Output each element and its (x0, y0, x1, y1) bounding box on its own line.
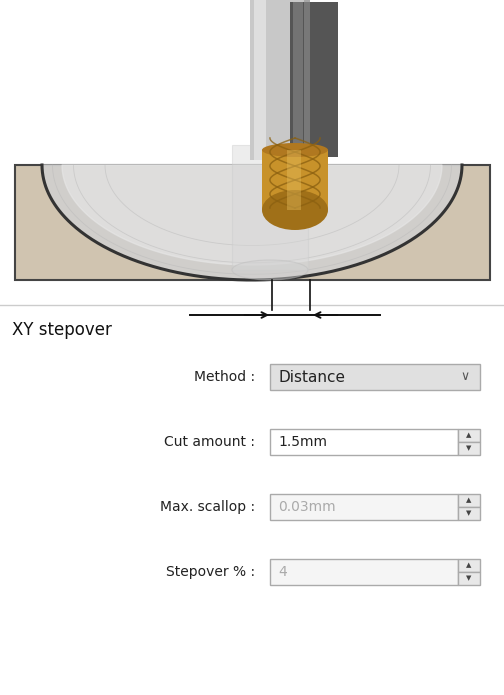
Text: XY stepover: XY stepover (12, 321, 112, 339)
Bar (250, 0, 310, 160)
Text: ▼: ▼ (466, 511, 472, 516)
Ellipse shape (262, 143, 328, 157)
Ellipse shape (262, 190, 328, 230)
Text: 1.5mm: 1.5mm (278, 435, 327, 449)
Bar (304, 0, 310, 160)
Bar (458, 559, 480, 572)
Bar (458, 494, 480, 507)
Text: ▲: ▲ (466, 432, 472, 439)
Text: 0.03mm: 0.03mm (278, 500, 336, 514)
Bar (287, 150, 301, 210)
Ellipse shape (232, 260, 308, 280)
Bar (293, 2, 303, 157)
Bar (458, 572, 480, 585)
Text: ▼: ▼ (466, 575, 472, 582)
Text: 4: 4 (278, 565, 287, 579)
Bar (15, 165, 490, 280)
Bar (458, 442, 480, 455)
Polygon shape (62, 165, 442, 265)
Bar (458, 429, 480, 442)
Text: Distance: Distance (278, 370, 345, 384)
Polygon shape (42, 165, 462, 280)
Text: Method :: Method : (194, 370, 255, 384)
Bar (254, 0, 266, 160)
Text: Max. scallop :: Max. scallop : (160, 500, 255, 514)
Bar (262, 150, 328, 210)
Text: ▼: ▼ (466, 445, 472, 452)
Text: ∨: ∨ (461, 370, 470, 384)
Bar (290, 2, 338, 157)
Bar (270, 364, 480, 390)
Bar (458, 507, 480, 520)
Bar (270, 494, 458, 520)
Text: ▲: ▲ (466, 562, 472, 569)
Bar (232, 145, 308, 270)
Text: Cut amount :: Cut amount : (164, 435, 255, 449)
Bar (270, 559, 458, 585)
Text: Stepover % :: Stepover % : (166, 565, 255, 579)
Text: ▲: ▲ (466, 498, 472, 503)
Bar (270, 429, 458, 455)
